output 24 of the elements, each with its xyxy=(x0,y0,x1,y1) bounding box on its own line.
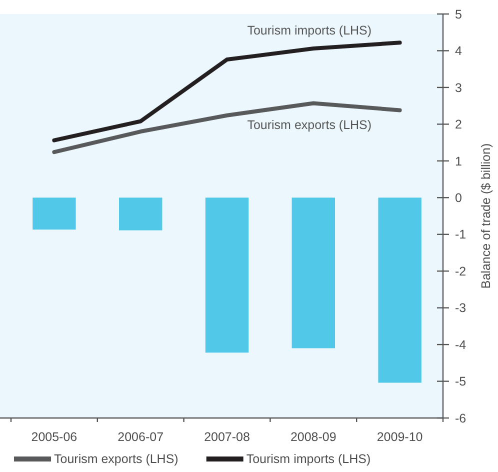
legend-label: Tourism imports (LHS) xyxy=(246,452,371,466)
y2-tick-label: 3 xyxy=(455,80,462,95)
y2-tick-label: -1 xyxy=(455,228,466,242)
x-tick-label: 2006-07 xyxy=(118,430,164,444)
x-tick-label: 2007-08 xyxy=(204,430,250,444)
x-tick-label: 2009-10 xyxy=(376,430,423,444)
legend-label: Tourism exports (LHS) xyxy=(54,452,178,466)
y2-tick-label: -5 xyxy=(455,374,466,389)
y2-tick-label: 4 xyxy=(455,44,462,58)
y2-tick-label: 0 xyxy=(455,191,462,206)
y2-tick-label: 1 xyxy=(455,154,462,168)
y2-tick-label: -3 xyxy=(455,301,466,316)
y2-tick-label: -6 xyxy=(455,411,466,426)
y2-axis-title: Balance of trade ($ billion) xyxy=(479,143,493,289)
text: Tourism exports (LHS) xyxy=(247,118,372,132)
y2-tick-label: -2 xyxy=(455,264,466,278)
x-tick-label: 2008-09 xyxy=(290,430,336,444)
line-series xyxy=(52,101,402,154)
x-tick-label: 2005-06 xyxy=(31,430,78,444)
y2-tick-label: -4 xyxy=(455,338,466,352)
text: Tourism imports (LHS) xyxy=(247,24,372,38)
y2-tick-label: 5 xyxy=(455,7,462,22)
line-series xyxy=(52,40,402,142)
y2-tick-label: 2 xyxy=(455,118,462,132)
